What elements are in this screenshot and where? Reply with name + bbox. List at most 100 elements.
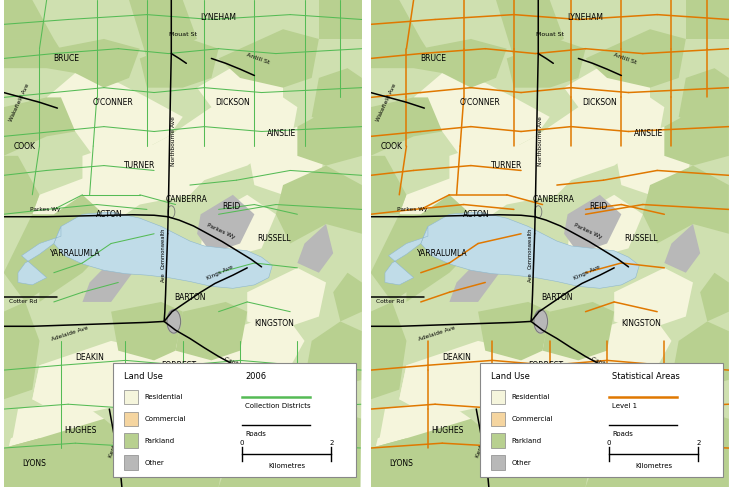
Polygon shape (4, 0, 54, 39)
Polygon shape (664, 107, 729, 166)
Bar (491, 455, 505, 470)
Text: KINGSTON: KINGSTON (254, 319, 294, 328)
Polygon shape (247, 268, 326, 331)
Polygon shape (211, 83, 298, 166)
Polygon shape (47, 73, 147, 136)
Text: FORREST: FORREST (529, 361, 564, 370)
Text: Land Use: Land Use (491, 372, 529, 380)
Polygon shape (593, 312, 672, 390)
Polygon shape (371, 419, 450, 487)
Polygon shape (471, 136, 571, 219)
Polygon shape (311, 68, 362, 127)
FancyBboxPatch shape (480, 363, 724, 477)
Text: CANBERRA: CANBERRA (532, 195, 575, 204)
Text: Parkes Wy: Parkes Wy (572, 223, 602, 240)
Polygon shape (197, 195, 254, 253)
Text: Roads: Roads (246, 431, 266, 437)
Polygon shape (197, 58, 283, 122)
Polygon shape (54, 212, 272, 288)
Polygon shape (83, 136, 168, 209)
Polygon shape (175, 302, 247, 360)
Polygon shape (147, 331, 233, 399)
Polygon shape (83, 253, 132, 302)
Text: Kings Ave: Kings Ave (573, 264, 602, 281)
Polygon shape (371, 39, 442, 73)
Text: FORREST: FORREST (162, 361, 197, 370)
Text: Statistical Areas: Statistical Areas (613, 372, 681, 380)
Polygon shape (614, 127, 693, 195)
Bar (491, 390, 505, 404)
Text: LYNEHAM: LYNEHAM (567, 13, 604, 21)
Text: Commercial: Commercial (512, 416, 553, 422)
Text: Wakefield Ave: Wakefield Ave (376, 82, 398, 122)
Polygon shape (564, 58, 650, 122)
Text: DICKSON: DICKSON (583, 98, 617, 107)
Polygon shape (450, 253, 499, 302)
Polygon shape (147, 331, 240, 414)
Bar (124, 390, 138, 404)
Polygon shape (219, 399, 362, 487)
Polygon shape (200, 195, 276, 258)
Polygon shape (4, 419, 140, 487)
Text: YARRALUMLA: YARRALUMLA (50, 249, 101, 258)
Text: Wakefield Ave: Wakefield Ave (9, 82, 31, 122)
Polygon shape (32, 170, 140, 224)
Text: REID: REID (222, 203, 240, 211)
Text: Parkes Wy: Parkes Wy (205, 223, 235, 240)
Text: COOK: COOK (380, 142, 402, 150)
Text: Parkes Wy: Parkes Wy (30, 207, 60, 212)
Text: LYONS: LYONS (389, 459, 413, 468)
Ellipse shape (534, 310, 548, 333)
Text: Mouat St: Mouat St (169, 32, 197, 37)
Polygon shape (371, 156, 406, 214)
Polygon shape (104, 429, 226, 487)
Text: Residential: Residential (145, 394, 183, 400)
Text: Cotter Rd: Cotter Rd (10, 300, 37, 304)
Polygon shape (586, 29, 686, 88)
Text: ACTON: ACTON (96, 210, 123, 219)
Text: Parkes Wy: Parkes Wy (397, 207, 427, 212)
Text: DEAKIN: DEAKIN (75, 354, 104, 362)
Polygon shape (54, 39, 140, 88)
Bar (124, 433, 138, 448)
Text: Adelaide Ave: Adelaide Ave (51, 325, 89, 342)
Text: Canberra Ave: Canberra Ave (224, 356, 262, 376)
Text: Kent St: Kent St (476, 437, 488, 459)
Text: AINSLIE: AINSLIE (634, 130, 663, 138)
Text: Kilometres: Kilometres (268, 463, 305, 468)
Polygon shape (219, 29, 319, 88)
Text: TURNER: TURNER (491, 161, 523, 170)
Polygon shape (32, 341, 154, 414)
Polygon shape (421, 39, 507, 88)
Text: Northbourne Ave: Northbourne Ave (538, 116, 543, 166)
Polygon shape (371, 419, 507, 487)
Polygon shape (4, 97, 75, 156)
Text: Collection Districts: Collection Districts (246, 403, 311, 409)
Text: 2006: 2006 (246, 372, 267, 380)
Bar (124, 412, 138, 426)
Polygon shape (129, 0, 197, 58)
Text: Adelaide Ave: Adelaide Ave (418, 325, 456, 342)
Polygon shape (333, 273, 362, 321)
Polygon shape (371, 0, 421, 39)
Polygon shape (276, 166, 362, 244)
Text: O'CONNER: O'CONNER (460, 98, 500, 107)
Text: Kilometres: Kilometres (635, 463, 672, 468)
Text: Ave: Ave (528, 273, 532, 282)
Text: Northbourne Ave: Northbourne Ave (171, 116, 176, 166)
Text: 0: 0 (240, 440, 244, 446)
Polygon shape (643, 166, 729, 244)
Text: RUSSELL: RUSSELL (257, 234, 291, 243)
Polygon shape (4, 39, 75, 73)
Polygon shape (140, 39, 219, 88)
Polygon shape (18, 226, 61, 285)
Polygon shape (607, 399, 650, 448)
Text: CANBERRA: CANBERRA (165, 195, 208, 204)
Polygon shape (4, 156, 39, 214)
Polygon shape (247, 127, 326, 195)
Polygon shape (168, 107, 254, 195)
Text: Residential: Residential (512, 394, 550, 400)
Text: REID: REID (589, 203, 607, 211)
Text: LYONS: LYONS (22, 459, 46, 468)
Text: Parkland: Parkland (512, 438, 542, 444)
